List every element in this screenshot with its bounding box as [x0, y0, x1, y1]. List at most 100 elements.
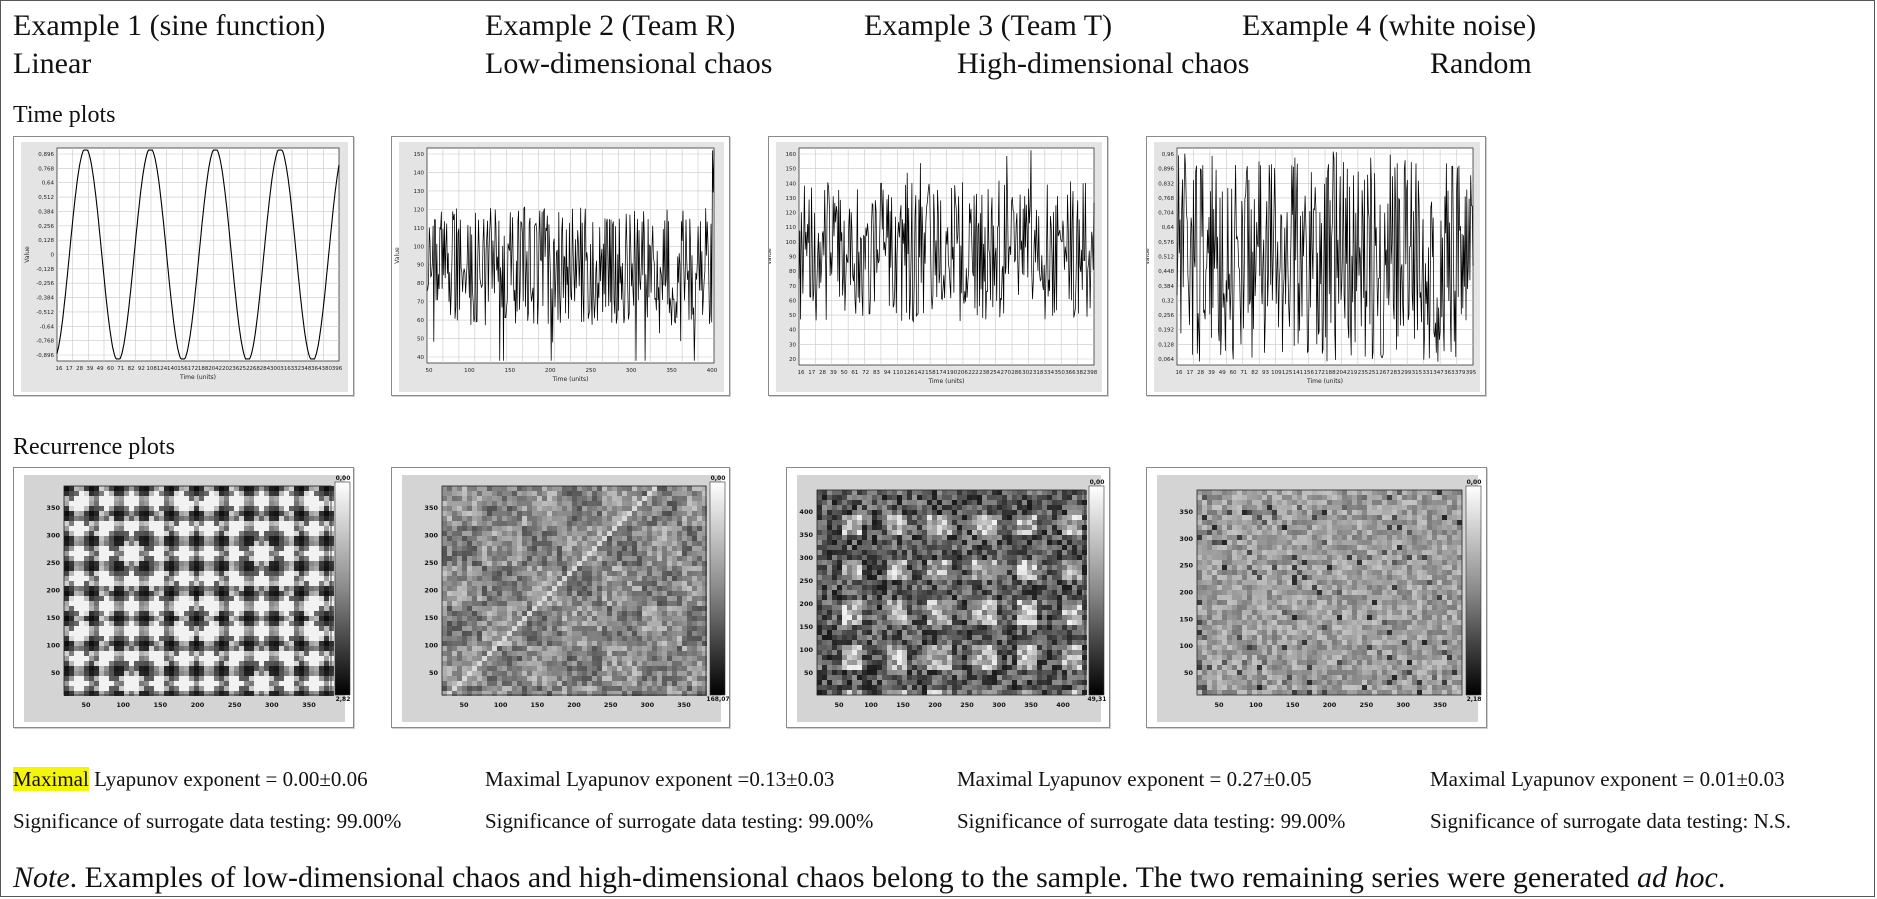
- x-tick-label: 363: [1444, 370, 1455, 376]
- example-2-type: Low-dimensional chaos: [485, 47, 773, 80]
- x-tick-label: 50: [81, 701, 91, 709]
- x-tick-label: 150: [531, 701, 545, 709]
- x-tick-label: 250: [1360, 701, 1374, 709]
- x-tick-label: 108: [146, 366, 157, 372]
- y-tick-label: 0,384: [38, 209, 54, 215]
- y-tick-label: 110: [786, 225, 797, 231]
- x-tick-label: 49: [97, 366, 104, 372]
- y-tick-label: 400: [799, 508, 813, 516]
- x-tick-label: 140: [167, 366, 178, 372]
- x-tick-label: 380: [321, 366, 332, 372]
- x-tick-label: 331: [1422, 370, 1433, 376]
- lyapunov-exponent-1: Maximal Lyapunov exponent = 0.00±0.06: [13, 767, 368, 791]
- x-tick-label: 300: [626, 368, 637, 374]
- y-tick-label: 150: [786, 167, 797, 173]
- y-tick-label: 130: [786, 196, 797, 202]
- x-tick-label: 395: [1466, 370, 1477, 376]
- x-tick-label: 284: [260, 366, 271, 372]
- example-1-title: Example 1 (sine function): [13, 9, 326, 42]
- x-tick-label: 50: [1214, 701, 1224, 709]
- x-tick-label: 71: [1240, 370, 1247, 376]
- x-tick-label: 172: [1314, 370, 1325, 376]
- y-tick-label: 100: [1179, 642, 1193, 650]
- x-tick-label: 190: [947, 370, 958, 376]
- x-tick-label: 109: [1271, 370, 1282, 376]
- y-tick-label: 150: [46, 614, 60, 622]
- x-tick-label: 82: [128, 366, 135, 372]
- x-tick-label: 92: [138, 366, 145, 372]
- x-tick-label: 316: [280, 366, 291, 372]
- x-tick-label: 141: [1293, 370, 1304, 376]
- y-tick-label: 250: [46, 559, 60, 567]
- highlighted-word: Maximal: [13, 767, 89, 791]
- y-tick-label: 300: [46, 532, 60, 540]
- example-4-title: Example 4 (white noise): [1242, 9, 1537, 42]
- x-tick-label: 16: [56, 366, 63, 372]
- y-tick-label: 110: [414, 226, 425, 232]
- y-tick-label: 140: [414, 170, 425, 176]
- recurrence-plot-team-r: 0,00 168,07 350 300 250 200 150 100 50 50 100 150 20…: [391, 467, 730, 728]
- x-tick-label: 254: [990, 370, 1001, 376]
- x-tick-label: 126: [904, 370, 915, 376]
- time-plots-heading: Time plots: [13, 102, 116, 128]
- x-tick-label: 382: [1076, 370, 1087, 376]
- x-tick-label: 348: [301, 366, 312, 372]
- y-tick-label: 140: [786, 181, 797, 187]
- x-tick-label: 219: [1347, 370, 1358, 376]
- note-label: Note: [13, 861, 70, 894]
- y-tick-label: 100: [46, 642, 60, 650]
- scale-bottom-label: 49,31: [1088, 696, 1107, 703]
- y-tick-label: 150: [799, 623, 813, 631]
- x-tick-label: 283: [1390, 370, 1401, 376]
- x-tick-label: 71: [117, 366, 124, 372]
- x-tick-label: 366: [1065, 370, 1076, 376]
- x-tick-label: 250: [604, 701, 618, 709]
- scale-top-label: 0,00: [1090, 479, 1105, 486]
- note-end: .: [1717, 861, 1726, 894]
- x-tick-label: 100: [116, 701, 130, 709]
- time-series-line: [798, 150, 1095, 323]
- color-scale-bar: [1465, 485, 1482, 696]
- time-plot-white-noise: 0,96 0,896 0,832 0,768 0,704 0,64 0,576 0,512 0,…: [1146, 136, 1486, 396]
- y-tick-label: -0,896: [36, 353, 54, 359]
- x-tick-label: 251: [1368, 370, 1379, 376]
- scale-top-label: 0,00: [711, 475, 726, 482]
- x-tick-label: 82: [1251, 370, 1258, 376]
- x-tick-label: 235: [1358, 370, 1369, 376]
- x-axis-label: Time (units): [927, 378, 964, 385]
- y-tick-label: 0,448: [1158, 269, 1174, 275]
- y-tick-label: 100: [799, 646, 813, 654]
- x-tick-label: 200: [928, 701, 942, 709]
- plot-area: [816, 489, 1086, 696]
- y-tick-label: 0,576: [1158, 240, 1174, 246]
- x-tick-label: 125: [1282, 370, 1293, 376]
- example-1-type: Linear: [13, 47, 92, 80]
- time-plot-team-t: 160 150 140 130 120 110 100 90 80 70 60 50 40 30 20 16 1…: [768, 136, 1108, 396]
- x-tick-label: 350: [302, 701, 316, 709]
- y-tick-label: 150: [414, 152, 425, 158]
- y-tick-label: 350: [799, 531, 813, 539]
- x-tick-label: 267: [1379, 370, 1390, 376]
- x-tick-label: 347: [1433, 370, 1444, 376]
- y-tick-label: 0,64: [42, 181, 55, 187]
- x-tick-label: 250: [960, 701, 974, 709]
- y-tick-label: 150: [424, 614, 438, 622]
- x-tick-label: 300: [1396, 701, 1410, 709]
- x-tick-label: 350: [677, 701, 691, 709]
- color-scale-bar: [709, 481, 726, 696]
- x-tick-label: 142: [914, 370, 925, 376]
- y-tick-label: 0,064: [1158, 357, 1174, 363]
- y-tick-label: 200: [1179, 589, 1193, 597]
- x-tick-label: 50: [426, 368, 433, 374]
- x-tick-label: 222: [968, 370, 979, 376]
- x-tick-label: 61: [851, 370, 858, 376]
- note-text: . Examples of low-dimensional chaos and …: [69, 861, 1638, 894]
- x-tick-label: 124: [157, 366, 168, 372]
- y-axis-label: Value: [769, 248, 773, 265]
- x-tick-label: 17: [808, 370, 815, 376]
- x-tick-label: 350: [1024, 701, 1038, 709]
- x-tick-label: 150: [896, 701, 910, 709]
- y-tick-label: 90: [789, 255, 796, 261]
- x-tick-label: 188: [198, 366, 209, 372]
